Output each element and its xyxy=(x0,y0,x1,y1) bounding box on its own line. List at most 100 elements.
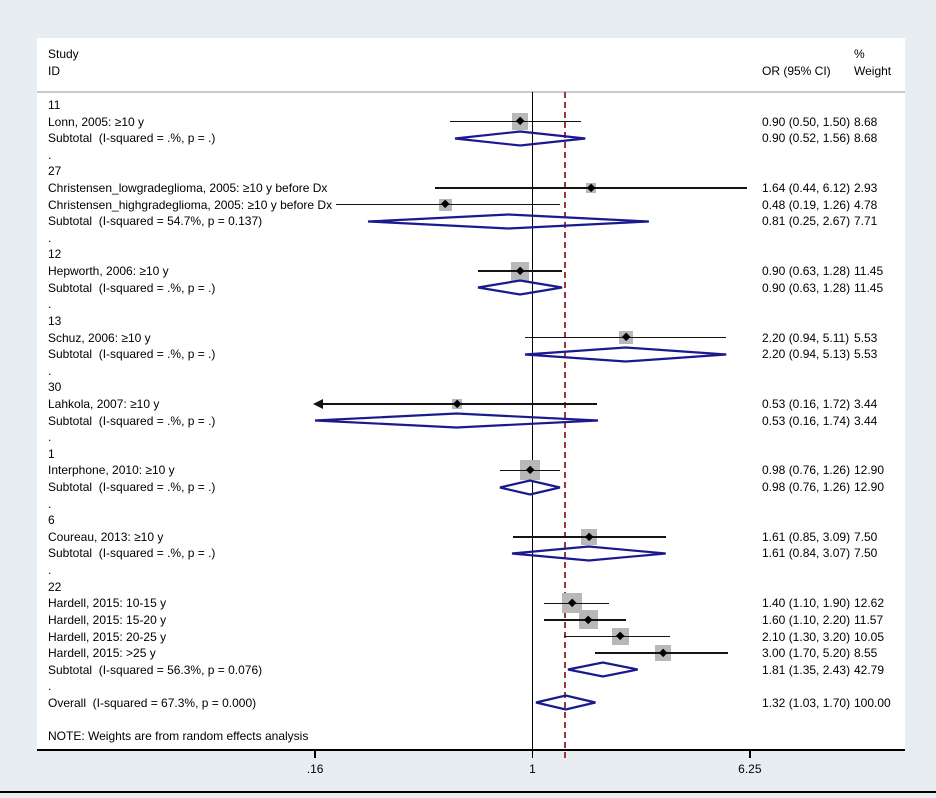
subtotal-diamond-icon xyxy=(499,478,561,496)
or-ci-value: 0.48 (0.19, 1.26) xyxy=(762,197,851,212)
subtotal-diamond-icon xyxy=(525,346,727,363)
overall-diamond-icon xyxy=(535,694,596,712)
note-text: NOTE: Weights are from random effects an… xyxy=(48,729,309,744)
row-label: 12 xyxy=(48,247,62,262)
or-ci-value: 1.61 (0.84, 3.07) xyxy=(762,546,851,561)
or-ci-value: 0.90 (0.50, 1.50) xyxy=(762,114,851,129)
row-label: Lonn, 2005: ≥10 y xyxy=(48,114,144,129)
header-rule xyxy=(37,91,905,93)
row-label: . xyxy=(48,147,52,162)
row-label: Subtotal (I-squared = .%, p = .) xyxy=(48,131,216,146)
weight-value: 8.68 xyxy=(854,114,878,129)
x-axis-line xyxy=(37,749,905,751)
weight-value: 11.57 xyxy=(854,612,884,627)
x-tick-label: 1 xyxy=(529,762,536,776)
col-header-or: OR (95% CI) xyxy=(762,64,831,78)
row-label: 6 xyxy=(48,513,55,528)
or-ci-value: 0.98 (0.76, 1.26) xyxy=(762,463,851,478)
row-label: 1 xyxy=(48,446,55,461)
row-label: Subtotal (I-squared = .%, p = .) xyxy=(48,347,216,362)
x-tick xyxy=(314,750,316,758)
weight-value: 7.50 xyxy=(854,529,878,544)
row-label: Lahkola, 2007: ≥10 y xyxy=(48,396,160,411)
weight-value: 5.53 xyxy=(854,330,878,345)
or-ci-value: 2.10 (1.30, 3.20) xyxy=(762,629,851,644)
row-label: 22 xyxy=(48,579,62,594)
plot-panel xyxy=(37,38,905,751)
row-label: 27 xyxy=(48,164,62,179)
or-ci-value: 3.00 (1.70, 5.20) xyxy=(762,646,851,661)
row-label: Subtotal (I-squared = .%, p = .) xyxy=(48,413,216,428)
weight-value: 8.68 xyxy=(854,131,878,146)
row-label: Interphone, 2010: ≥10 y xyxy=(48,463,175,478)
col-header-id: ID xyxy=(48,64,60,78)
or-ci-value: 0.90 (0.63, 1.28) xyxy=(762,280,851,295)
row-label: . xyxy=(48,430,52,445)
or-ci-value: 1.40 (1.10, 1.90) xyxy=(762,596,851,611)
row-label: 30 xyxy=(48,380,62,395)
or-ci-value: 2.20 (0.94, 5.11) xyxy=(762,330,850,345)
subtotal-diamond-icon xyxy=(454,130,586,147)
subtotal-diamond-icon xyxy=(477,279,562,296)
or-ci-value: 1.32 (1.03, 1.70) xyxy=(762,695,851,710)
row-label: . xyxy=(48,496,52,511)
row-label: Coureau, 2013: ≥10 y xyxy=(48,529,164,544)
row-label: Subtotal (I-squared = 54.7%, p = 0.137) xyxy=(48,214,263,229)
row-label: Hepworth, 2006: ≥10 y xyxy=(48,264,169,279)
or-ci-value: 1.64 (0.44, 6.12) xyxy=(762,181,851,196)
or-ci-value: 0.53 (0.16, 1.72) xyxy=(762,396,851,411)
ci-line xyxy=(450,120,581,123)
row-label: . xyxy=(48,563,52,578)
or-ci-value: 0.53 (0.16, 1.74) xyxy=(762,413,851,428)
subtotal-diamond-icon xyxy=(511,545,666,562)
subtotal-diamond-icon xyxy=(315,412,599,429)
row-label: Christensen_highgradeglioma, 2005: ≥10 y… xyxy=(48,197,333,212)
col-header-study: Study xyxy=(48,47,79,61)
weight-value: 42.79 xyxy=(854,662,885,677)
weight-value: 100.00 xyxy=(854,695,891,710)
weight-value: 11.45 xyxy=(854,280,884,295)
row-label: Hardell, 2015: 15-20 y xyxy=(48,612,167,627)
subtotal-diamond-icon xyxy=(368,213,650,230)
row-label: Christensen_lowgradeglioma, 2005: ≥10 y … xyxy=(48,181,328,196)
row-label: . xyxy=(48,297,52,312)
x-tick xyxy=(531,750,534,758)
weight-value: 12.90 xyxy=(854,463,885,478)
col-header-percent: % xyxy=(854,47,865,61)
weight-value: 10.05 xyxy=(854,629,885,644)
weight-value: 2.93 xyxy=(854,181,878,196)
null-line xyxy=(531,92,534,750)
x-tick-label: .16 xyxy=(306,762,324,776)
weight-value: 8.55 xyxy=(854,646,878,661)
weight-value: 12.62 xyxy=(854,596,885,611)
weight-value: 4.78 xyxy=(854,197,878,212)
row-label: Hardell, 2015: 20-25 y xyxy=(48,629,167,644)
weight-value: 3.44 xyxy=(854,396,878,411)
subtotal-diamond-icon xyxy=(567,661,639,678)
row-label: . xyxy=(48,679,52,694)
x-tick-label: 6.25 xyxy=(738,762,762,776)
row-label: 13 xyxy=(48,313,62,328)
row-label: Overall (I-squared = 67.3%, p = 0.000) xyxy=(48,695,257,710)
or-ci-value: 2.20 (0.94, 5.13) xyxy=(762,347,851,362)
weight-value: 12.90 xyxy=(854,480,885,495)
weight-value: 7.71 xyxy=(854,214,878,229)
x-tick xyxy=(749,750,751,758)
row-label: Subtotal (I-squared = .%, p = .) xyxy=(48,480,216,495)
row-label: 11 xyxy=(48,98,61,112)
row-label: Subtotal (I-squared = 56.3%, p = 0.076) xyxy=(48,662,263,677)
overall-dashed-line xyxy=(564,92,567,758)
or-ci-value: 0.90 (0.63, 1.28) xyxy=(762,264,851,279)
weight-value: 7.50 xyxy=(854,546,878,561)
or-ci-value: 1.60 (1.10, 2.20) xyxy=(762,612,851,627)
weight-value: 11.45 xyxy=(854,264,884,279)
weight-value: 3.44 xyxy=(854,413,878,428)
row-label: . xyxy=(48,230,52,245)
row-label: Subtotal (I-squared = .%, p = .) xyxy=(48,546,216,561)
weight-value: 5.53 xyxy=(854,347,878,362)
or-ci-value: 0.81 (0.25, 2.67) xyxy=(762,214,851,229)
or-ci-value: 0.98 (0.76, 1.26) xyxy=(762,480,851,495)
row-label: Schuz, 2006: ≥10 y xyxy=(48,330,151,345)
ci-left-arrow-icon xyxy=(313,398,324,409)
